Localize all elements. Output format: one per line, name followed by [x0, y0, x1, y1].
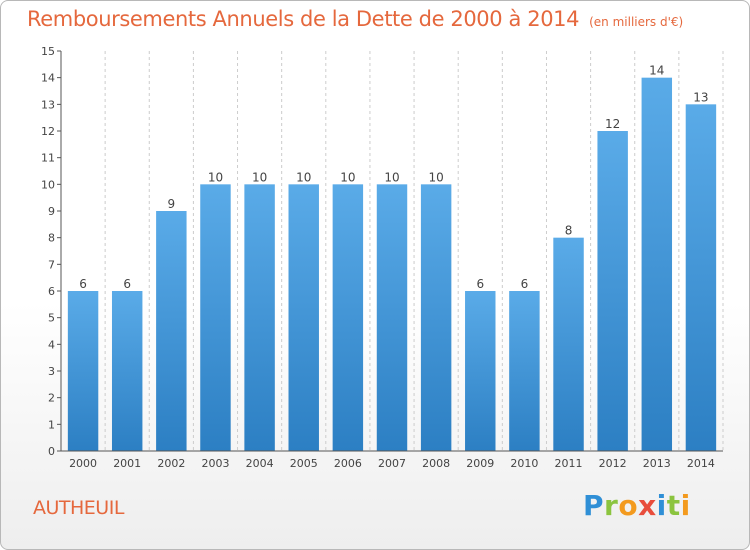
x-tick-label: 2003 — [201, 457, 229, 470]
bar — [641, 77, 673, 452]
y-tick-label: 3 — [48, 365, 55, 378]
x-tick-label: 2006 — [334, 457, 362, 470]
y-tick-label: 12 — [41, 125, 55, 138]
bar — [111, 291, 143, 451]
x-tick-label: 2005 — [290, 457, 318, 470]
labels: 0123456789101112131415620006200192002102… — [41, 45, 715, 470]
y-tick-label: 8 — [48, 232, 55, 245]
bar — [200, 184, 231, 452]
commune-name: AUTHEUIL — [33, 497, 124, 519]
data-label: 14 — [649, 64, 664, 78]
bar — [553, 237, 584, 451]
logo-letter: i — [656, 489, 667, 522]
bar — [67, 291, 99, 451]
data-label: 9 — [168, 197, 176, 211]
bar — [376, 184, 408, 452]
y-tick-label: 11 — [41, 152, 55, 165]
data-label: 6 — [521, 277, 529, 291]
data-label: 6 — [79, 277, 87, 291]
x-tick-label: 2007 — [378, 457, 406, 470]
x-tick-label: 2004 — [246, 457, 274, 470]
y-tick-label: 2 — [48, 392, 55, 405]
bar — [465, 291, 496, 451]
axes — [57, 50, 723, 452]
y-tick-label: 14 — [41, 72, 55, 85]
data-label: 6 — [123, 277, 131, 291]
data-label: 8 — [565, 224, 573, 238]
x-tick-label: 2012 — [599, 457, 627, 470]
bar — [685, 104, 717, 451]
data-label: 10 — [296, 170, 311, 184]
chart-unit-note: (en milliers d'€) — [589, 15, 684, 29]
x-tick-label: 2013 — [643, 457, 671, 470]
bar — [156, 211, 187, 451]
data-label: 10 — [252, 170, 267, 184]
y-tick-label: 0 — [48, 445, 55, 458]
bar — [597, 131, 628, 451]
bar — [420, 184, 452, 452]
x-tick-label: 2008 — [422, 457, 450, 470]
chart-title-line: Remboursements Annuels de la Dette de 20… — [27, 7, 683, 31]
y-tick-label: 5 — [48, 312, 55, 325]
bar — [244, 184, 275, 452]
data-label: 6 — [476, 277, 484, 291]
x-tick-label: 2002 — [157, 457, 185, 470]
x-tick-label: 2001 — [113, 457, 141, 470]
y-tick-label: 4 — [48, 338, 55, 351]
y-tick-label: 1 — [48, 418, 55, 431]
logo-letter: i — [680, 489, 691, 522]
data-label: 13 — [693, 90, 708, 104]
logo-letter: P — [583, 489, 605, 522]
data-label: 12 — [605, 117, 620, 131]
x-tick-label: 2009 — [466, 457, 494, 470]
data-label: 10 — [384, 170, 399, 184]
data-label: 10 — [428, 170, 443, 184]
proxiti-logo: Proxiti — [583, 489, 691, 522]
logo-letter: x — [638, 489, 657, 522]
logo-letter: t — [666, 489, 681, 522]
bar — [332, 184, 364, 452]
data-label: 10 — [208, 170, 223, 184]
chart-title: Remboursements Annuels de la Dette de 20… — [27, 7, 580, 31]
bars — [67, 77, 717, 452]
y-tick-label: 13 — [41, 98, 55, 111]
x-tick-label: 2010 — [510, 457, 538, 470]
x-tick-label: 2014 — [687, 457, 715, 470]
logo-letter: r — [604, 489, 619, 522]
y-tick-label: 6 — [48, 285, 55, 298]
bar — [509, 291, 540, 451]
y-tick-label: 15 — [41, 45, 55, 58]
y-tick-label: 10 — [41, 178, 55, 191]
x-tick-label: 2011 — [555, 457, 583, 470]
data-label: 10 — [340, 170, 355, 184]
y-tick-label: 9 — [48, 205, 55, 218]
x-tick-label: 2000 — [69, 457, 97, 470]
y-tick-label: 7 — [48, 258, 55, 271]
logo-letter: o — [618, 489, 639, 522]
bar — [288, 184, 319, 452]
